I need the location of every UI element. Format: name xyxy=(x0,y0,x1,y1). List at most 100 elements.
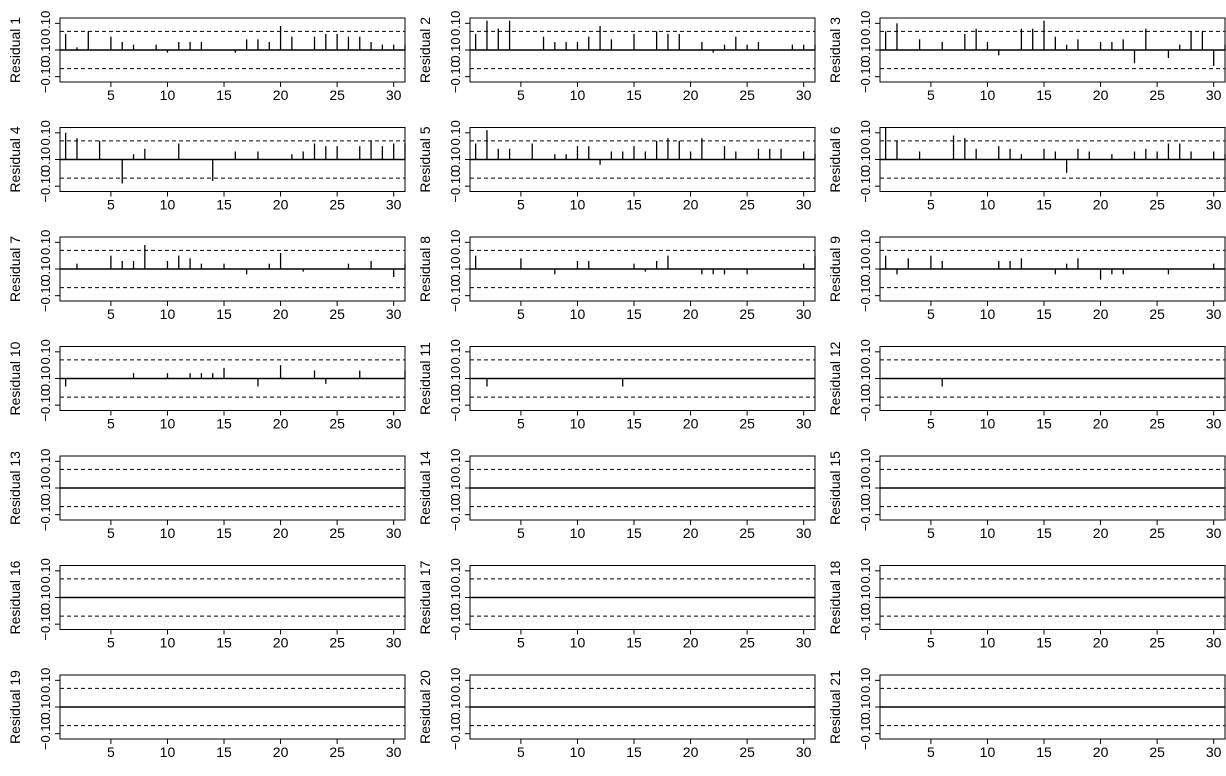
x-tick-label: 10 xyxy=(570,416,586,432)
y-tick-label: 0.10 xyxy=(448,37,463,62)
x-tick-label: 20 xyxy=(273,744,289,760)
y-tick-label: −0.10 xyxy=(38,60,53,93)
y-tick-label: 0.10 xyxy=(38,256,53,281)
x-tick-label: 30 xyxy=(386,744,402,760)
x-tick-label: 20 xyxy=(273,306,289,322)
y-tick-label: −0.10 xyxy=(858,389,873,422)
x-tick-label: 5 xyxy=(517,306,525,322)
y-tick-label: 0.10 xyxy=(858,120,873,145)
x-tick-label: 25 xyxy=(1149,525,1165,541)
y-tick-label: −0.10 xyxy=(448,60,463,93)
x-tick-label: 20 xyxy=(273,635,289,651)
x-tick-label: 15 xyxy=(626,635,642,651)
x-tick-label: 5 xyxy=(927,744,935,760)
x-tick-label: 30 xyxy=(796,306,812,322)
x-tick-label: 5 xyxy=(927,306,935,322)
y-tick-label: 0.10 xyxy=(38,694,53,719)
x-tick-label: 10 xyxy=(160,197,176,213)
y-tick-label: −0.10 xyxy=(38,389,53,422)
x-tick-label: 10 xyxy=(160,306,176,322)
x-tick-label: 20 xyxy=(683,635,699,651)
x-tick-label: 20 xyxy=(1093,197,1109,213)
x-tick-label: 30 xyxy=(796,197,812,213)
x-tick-label: 5 xyxy=(107,87,115,103)
x-tick-label: 25 xyxy=(329,744,345,760)
x-tick-label: 15 xyxy=(626,744,642,760)
x-tick-label: 30 xyxy=(386,525,402,541)
x-tick-label: 20 xyxy=(1093,635,1109,651)
x-tick-label: 10 xyxy=(160,416,176,432)
x-tick-label: 5 xyxy=(927,416,935,432)
x-tick-label: 10 xyxy=(570,744,586,760)
y-tick-label: −0.10 xyxy=(858,717,873,750)
y-tick-label: −0.10 xyxy=(448,170,463,203)
x-tick-label: 20 xyxy=(273,197,289,213)
y-axis-label: Residual 4 xyxy=(7,126,23,192)
x-tick-label: 30 xyxy=(1206,306,1222,322)
y-axis-label: Residual 6 xyxy=(827,126,843,192)
x-tick-label: 30 xyxy=(386,416,402,432)
x-tick-label: 20 xyxy=(683,197,699,213)
y-tick-label: 0.10 xyxy=(858,11,873,36)
y-tick-label: 0.10 xyxy=(38,585,53,610)
x-tick-label: 20 xyxy=(1093,87,1109,103)
y-axis-label: Residual 7 xyxy=(7,236,23,302)
x-tick-label: 10 xyxy=(570,525,586,541)
x-tick-label: 30 xyxy=(386,197,402,213)
x-tick-label: 10 xyxy=(980,87,996,103)
y-tick-label: −0.10 xyxy=(38,717,53,750)
x-tick-label: 10 xyxy=(570,635,586,651)
y-tick-label: −0.10 xyxy=(38,608,53,641)
y-tick-label: 0.10 xyxy=(858,558,873,583)
y-tick-label: 0.10 xyxy=(38,339,53,364)
y-axis-label: Residual 5 xyxy=(417,126,433,192)
y-tick-label: 0.10 xyxy=(448,147,463,172)
y-axis-label: Residual 14 xyxy=(417,451,433,525)
x-tick-label: 10 xyxy=(570,197,586,213)
x-tick-label: 5 xyxy=(107,525,115,541)
y-tick-label: 0.10 xyxy=(38,147,53,172)
x-tick-label: 25 xyxy=(739,306,755,322)
x-tick-label: 25 xyxy=(1149,416,1165,432)
y-tick-label: −0.10 xyxy=(38,279,53,312)
x-tick-label: 30 xyxy=(796,525,812,541)
y-axis-label: Residual 3 xyxy=(827,17,843,83)
x-tick-label: 10 xyxy=(980,744,996,760)
x-tick-label: 25 xyxy=(1149,635,1165,651)
x-tick-label: 5 xyxy=(517,635,525,651)
y-axis-label: Residual 12 xyxy=(827,341,843,415)
y-tick-label: 0.10 xyxy=(38,37,53,62)
x-tick-label: 20 xyxy=(683,744,699,760)
y-axis-label: Residual 20 xyxy=(417,670,433,744)
y-axis-label: Residual 16 xyxy=(7,560,23,634)
x-tick-label: 5 xyxy=(517,744,525,760)
x-tick-label: 5 xyxy=(107,635,115,651)
x-tick-label: 10 xyxy=(160,87,176,103)
x-tick-label: 25 xyxy=(329,87,345,103)
y-axis-label: Residual 18 xyxy=(827,560,843,634)
x-tick-label: 25 xyxy=(329,306,345,322)
x-tick-label: 25 xyxy=(1149,306,1165,322)
y-tick-label: 0.10 xyxy=(858,230,873,255)
x-tick-label: 5 xyxy=(517,87,525,103)
y-tick-label: 0.10 xyxy=(448,558,463,583)
y-axis-label: Residual 13 xyxy=(7,451,23,525)
x-tick-label: 25 xyxy=(739,744,755,760)
x-tick-label: 20 xyxy=(683,306,699,322)
y-tick-label: 0.10 xyxy=(448,449,463,474)
x-tick-label: 25 xyxy=(329,525,345,541)
x-tick-label: 5 xyxy=(107,197,115,213)
x-tick-label: 30 xyxy=(796,416,812,432)
x-tick-label: 10 xyxy=(160,525,176,541)
y-axis-label: Residual 10 xyxy=(7,341,23,415)
x-tick-label: 15 xyxy=(1036,416,1052,432)
y-tick-label: −0.10 xyxy=(858,170,873,203)
x-tick-label: 15 xyxy=(216,525,232,541)
